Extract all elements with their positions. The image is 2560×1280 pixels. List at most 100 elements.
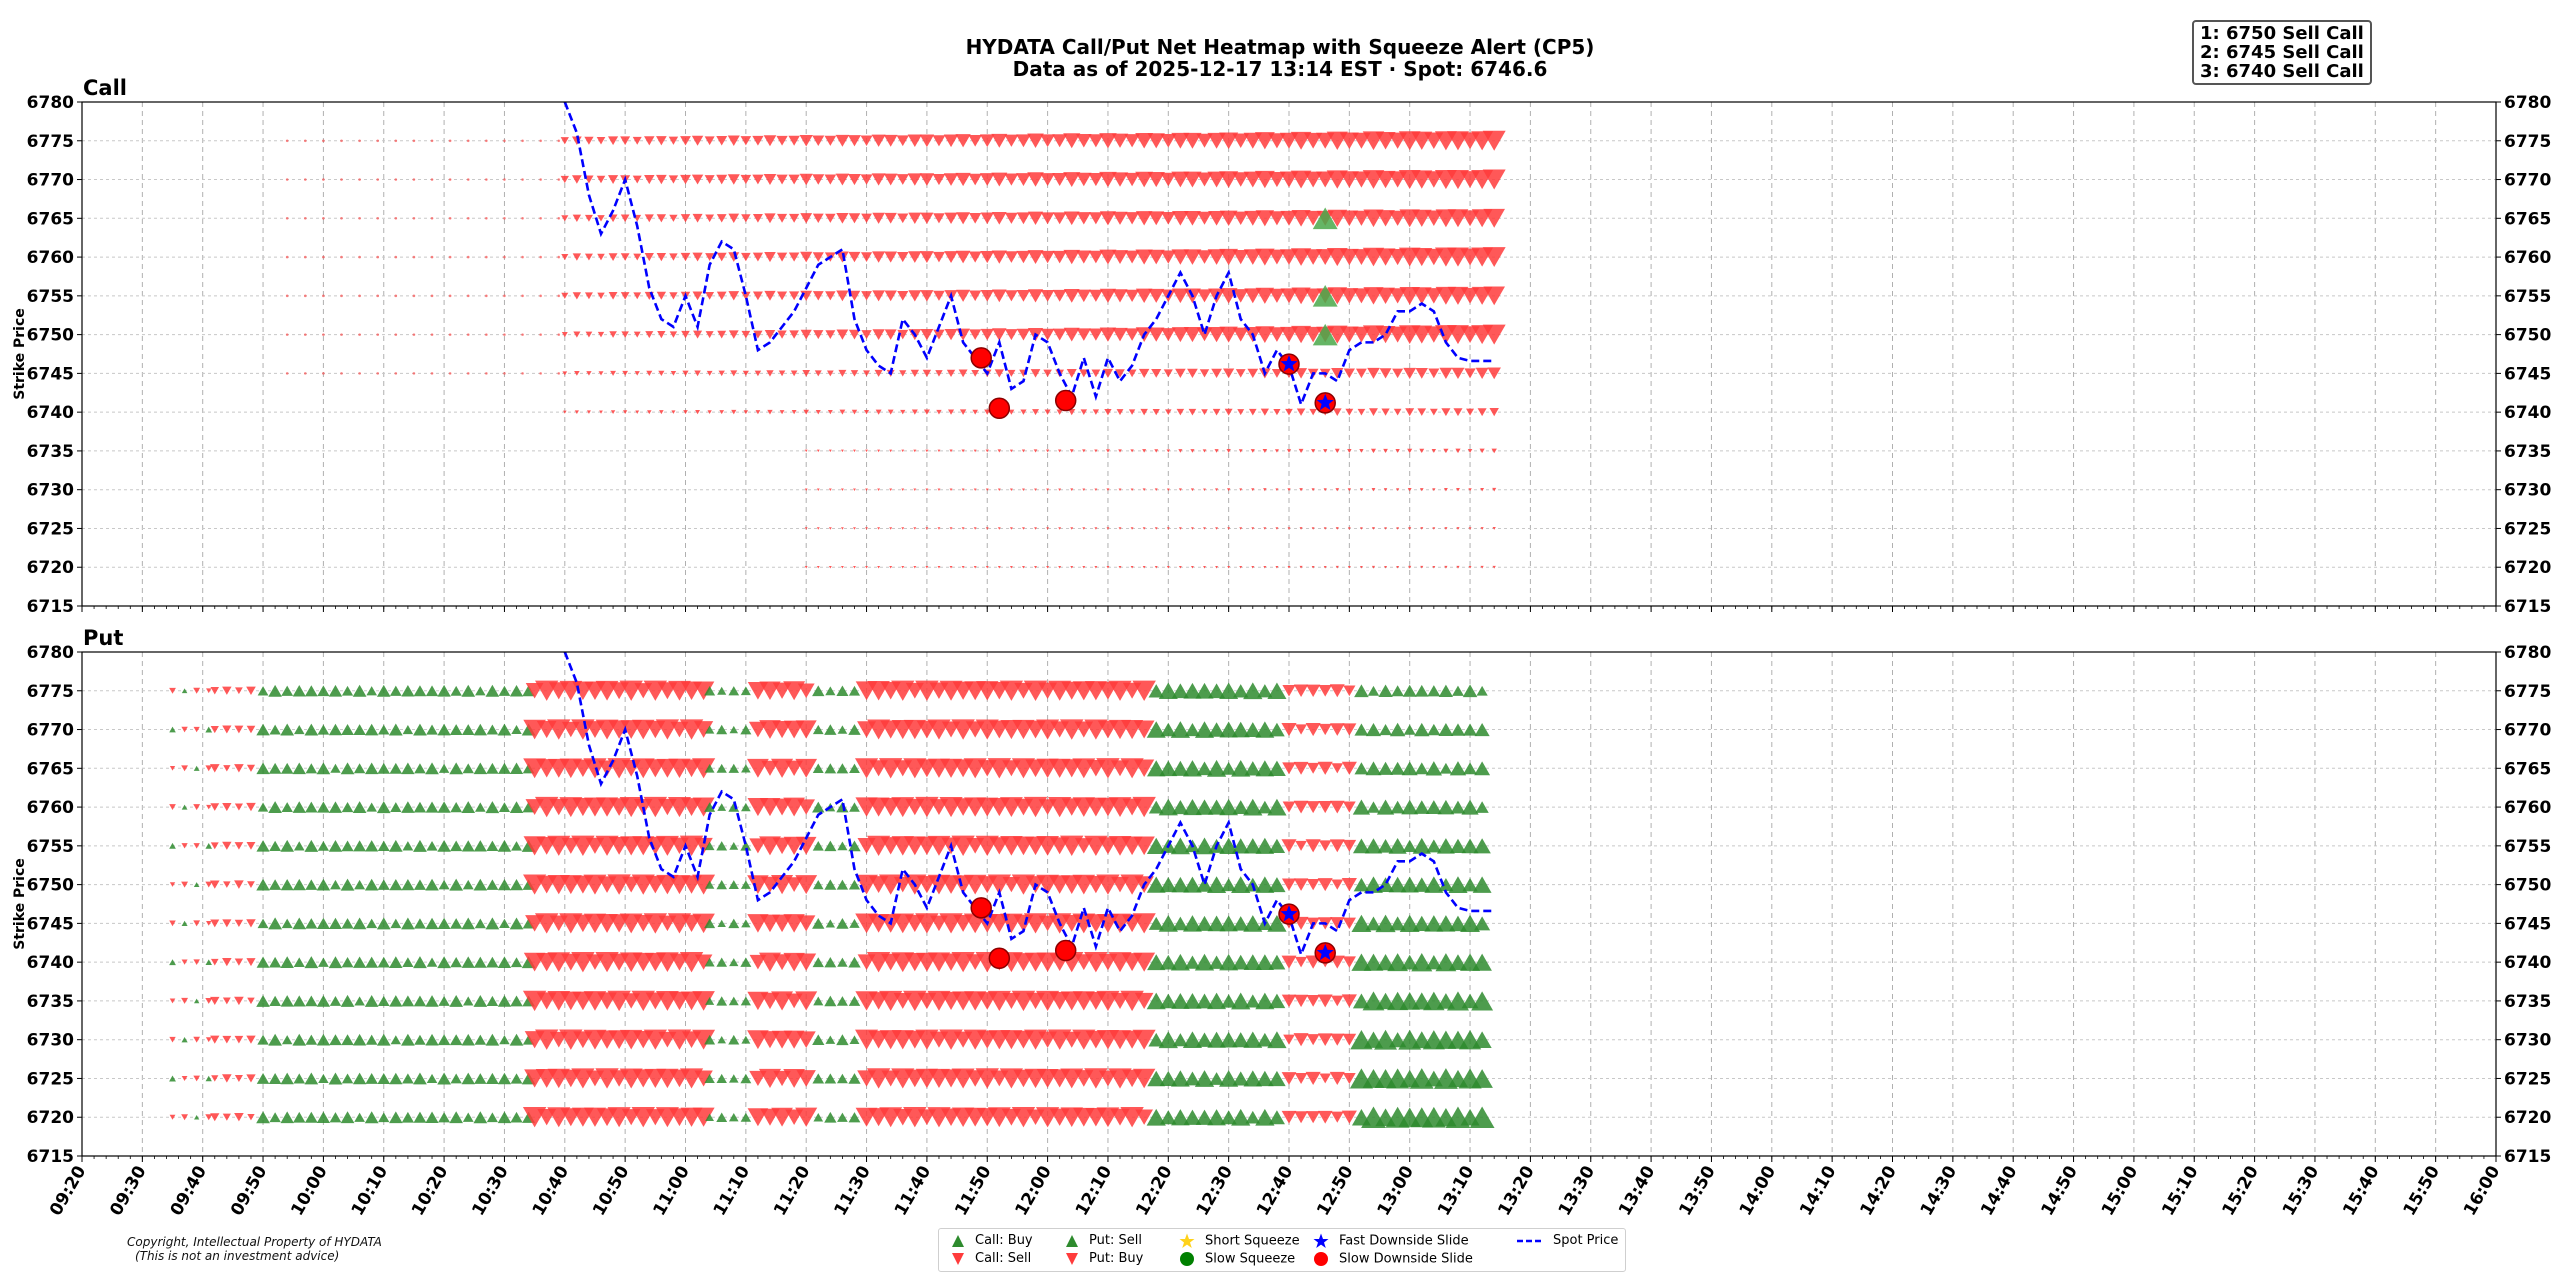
call-sell-marker [1268,171,1286,188]
call-sell-marker [1201,409,1208,416]
put-sell-marker [1194,1070,1215,1087]
put-buy-marker [223,881,231,888]
put-buy-marker [692,991,715,1011]
put-buy-marker [234,725,244,734]
call-sell-marker [1395,488,1400,492]
put-buy-marker [234,1113,244,1122]
put-sell-marker [1471,991,1494,1011]
put-sell-marker [836,763,849,774]
call-sell-marker [741,252,751,262]
put-sell-marker [365,956,379,968]
call-sell-marker [1203,488,1206,491]
put-buy-marker [749,1070,767,1087]
put-buy-marker [222,1035,232,1044]
fast-downside-slide-marker [1280,905,1298,922]
put-sell-marker [485,1033,500,1046]
put-sell-marker [181,804,188,810]
call-sell-marker [961,488,965,491]
call-sell-marker [716,252,727,262]
red-down-triangle-icon [1066,1252,1078,1265]
call-sell-marker [968,173,982,186]
put-sell-marker [1231,721,1250,738]
put-sell-marker [1379,724,1392,736]
y-tick-label: 6750 [27,326,74,346]
call-sell-marker [521,333,524,336]
put-sell-marker [305,801,318,813]
legend-item-slow-downside-slide: Slow Downside Slide [1313,1251,1473,1268]
call-sell-marker [1262,448,1268,453]
call-sell-marker [1405,408,1415,417]
call-sell-marker [623,410,628,415]
call-sell-marker [1371,527,1376,530]
call-sell-marker [1178,449,1183,453]
put-buy-marker [694,837,713,854]
y-axis-label: Strike Price [12,858,28,950]
put-sell-marker [1267,914,1287,932]
call-sell-marker [466,333,470,336]
put-sell-marker [316,1033,331,1046]
call-sell-marker [539,178,542,181]
put-buy-marker [1342,839,1357,852]
call-sell-marker [1263,488,1267,492]
call-sell-marker [1135,132,1154,149]
call-sell-marker [448,294,452,298]
put-sell-marker [377,956,390,968]
call-sell-marker [1383,488,1388,492]
put-buy-marker [169,1114,176,1120]
legend-label: Call: Buy [975,1233,1033,1248]
put-buy-marker [209,880,220,889]
put-sell-marker [378,724,390,735]
put-sell-marker [377,1072,391,1084]
put-sell-marker [256,878,270,891]
call-sell-marker [704,136,715,146]
call-sell-marker [562,371,568,376]
put-sell-marker [426,1073,438,1084]
put-sell-marker [1255,837,1275,854]
y-tick-label: 6750 [2504,876,2551,896]
call-sell-marker [848,213,861,224]
put-sell-marker [813,1113,824,1122]
call-sell-marker [992,328,1007,341]
put-sell-marker [1219,721,1238,738]
put-sell-marker [328,956,343,969]
call-sell-marker [717,330,727,339]
put-sell-marker [812,724,824,735]
call-sell-marker [1407,488,1412,492]
put-sell-marker [1208,722,1225,737]
call-sell-marker [883,173,898,186]
call-sell-marker [671,410,676,414]
put-sell-marker [461,724,475,735]
y-tick-label: 6755 [27,837,74,857]
call-sell-marker [1232,133,1250,149]
call-sell-marker [754,370,762,377]
put-sell-marker [341,956,354,968]
call-sell-marker [1340,288,1359,304]
panel-title: Call [83,76,127,100]
call-sell-marker [1263,565,1267,569]
legend-item-short-squeeze: Short Squeeze [1179,1233,1300,1250]
put-sell-marker [377,840,390,852]
call-sell-marker [932,251,946,263]
call-sell-marker [561,332,568,338]
call-sell-marker [889,449,893,453]
put-sell-marker [414,1034,426,1045]
put-sell-marker [1427,723,1441,736]
put-sell-marker [341,724,354,736]
call-sell-marker [681,330,690,339]
call-sell-marker [1070,565,1074,569]
put-sell-marker [328,917,342,930]
call-sell-marker [719,410,725,415]
put-buy-marker [785,760,803,776]
call-sell-marker [825,213,836,223]
call-sell-marker [1332,408,1342,416]
put-buy-marker [169,687,176,694]
put-sell-marker [1220,994,1237,1008]
put-buy-marker [692,1029,716,1050]
call-sell-marker [913,565,917,569]
put-sell-marker [376,684,391,697]
x-tick-label: 13:50 [1675,1162,1719,1219]
call-sell-marker [1063,249,1081,265]
x-tick-label: 12:30 [1193,1162,1237,1219]
put-buy-marker [1306,762,1320,774]
put-sell-marker [438,1112,451,1123]
